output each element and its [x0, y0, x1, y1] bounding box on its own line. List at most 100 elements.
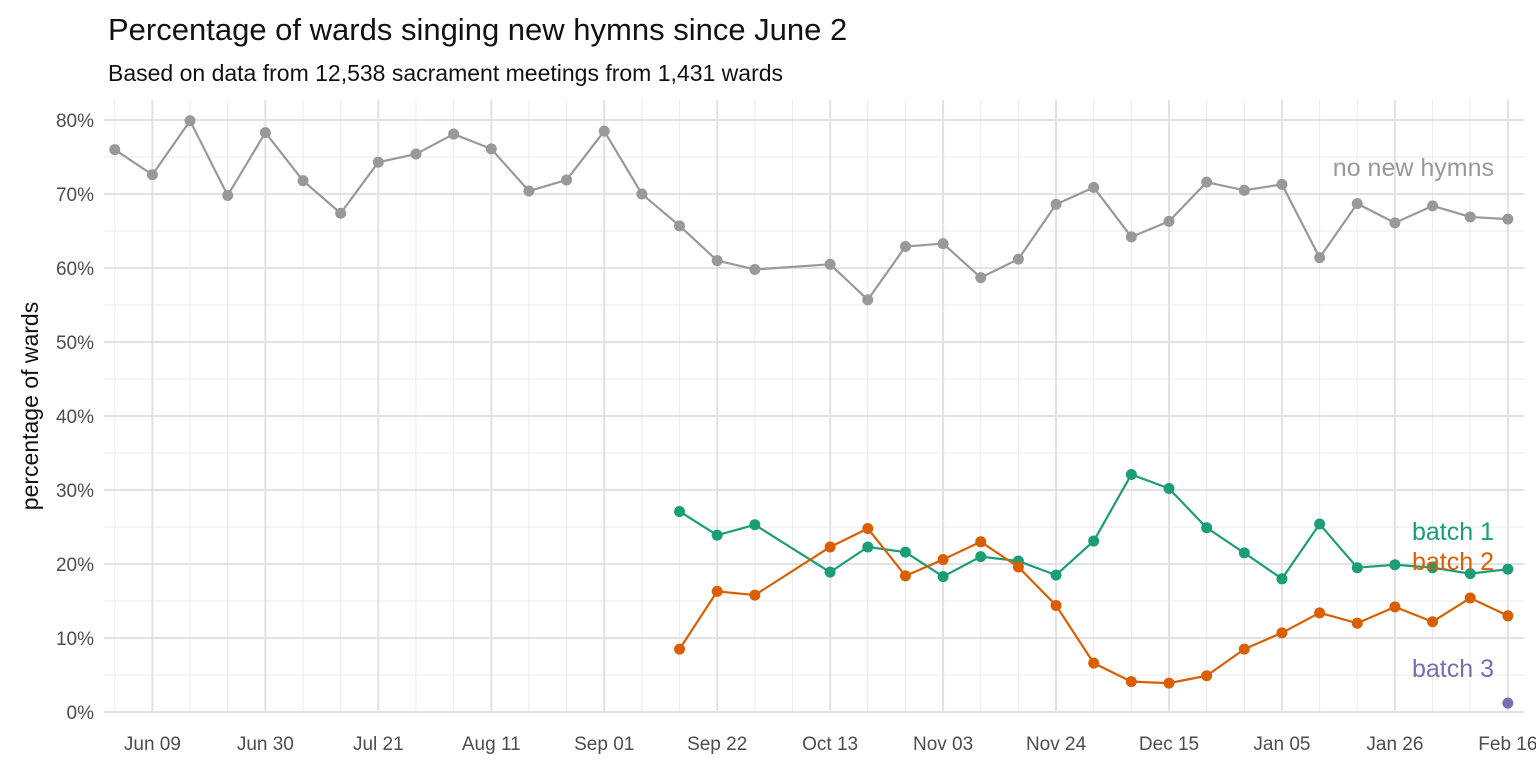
data-point [1276, 627, 1288, 639]
data-point [1201, 670, 1213, 682]
data-point [1314, 607, 1326, 619]
data-point [1464, 592, 1476, 604]
data-point [1276, 178, 1288, 190]
data-point [297, 175, 309, 187]
y-tick-label: 20% [56, 555, 94, 576]
x-tick-label: Jan 26 [1366, 734, 1423, 755]
y-tick-label: 60% [56, 259, 94, 280]
data-point [1238, 547, 1250, 559]
data-point [862, 541, 874, 553]
data-point [1050, 198, 1062, 210]
data-point [824, 566, 836, 578]
data-point [146, 169, 158, 181]
data-point [862, 294, 874, 306]
data-point [1201, 176, 1213, 188]
data-point [1351, 617, 1363, 629]
data-point [410, 148, 422, 160]
data-point [824, 258, 836, 270]
x-tick-label: Oct 13 [802, 734, 858, 755]
data-point [1125, 676, 1137, 688]
data-point [1502, 610, 1514, 622]
data-point [1163, 483, 1175, 495]
series-line-batch-1 [678, 473, 1508, 580]
data-point [824, 541, 836, 553]
y-tick-label: 40% [56, 407, 94, 428]
data-point [937, 571, 949, 583]
data-point [1389, 601, 1401, 613]
data-point [711, 585, 723, 597]
x-tick-label: Jun 30 [237, 734, 294, 755]
data-point [1427, 562, 1439, 574]
data-point [674, 220, 686, 232]
data-point [1163, 215, 1175, 227]
data-point [749, 589, 761, 601]
data-point [937, 238, 949, 250]
data-point [1314, 518, 1326, 530]
series-label: batch 3 [1412, 655, 1494, 683]
data-point [1389, 559, 1401, 571]
data-point [674, 643, 686, 655]
data-point [1088, 657, 1100, 669]
data-point [335, 207, 347, 219]
y-tick-label: 30% [56, 481, 94, 502]
series-line-batch-2 [678, 527, 1509, 685]
data-point [1351, 198, 1363, 210]
x-tick-label: Dec 15 [1139, 734, 1199, 755]
y-tick-label: 10% [56, 629, 94, 650]
data-point [937, 554, 949, 566]
data-point [1238, 643, 1250, 655]
data-point [1088, 181, 1100, 193]
x-tick-label: Jun 09 [124, 734, 181, 755]
series-label: batch 1 [1412, 518, 1494, 546]
data-point [1012, 253, 1024, 265]
y-tick-label: 70% [56, 185, 94, 206]
data-point [598, 125, 610, 137]
data-point [259, 127, 271, 139]
data-point [372, 156, 384, 168]
y-axis-label: percentage of wards [17, 302, 43, 510]
data-point [1427, 616, 1439, 628]
data-point [1125, 468, 1137, 480]
y-tick-label: 80% [56, 111, 94, 132]
data-point [749, 263, 761, 275]
chart-title: Percentage of wards singing new hymns si… [108, 12, 848, 47]
data-point [1125, 231, 1137, 243]
data-point [1163, 677, 1175, 689]
series-label: no new hymns [1333, 154, 1494, 182]
y-tick-label: 50% [56, 333, 94, 354]
data-point [1012, 561, 1024, 573]
data-point [1351, 562, 1363, 574]
data-point [975, 551, 987, 563]
data-point [1238, 184, 1250, 196]
data-point [711, 529, 723, 541]
y-tick-label: 0% [67, 703, 95, 724]
data-point [1389, 217, 1401, 229]
data-point [1314, 252, 1326, 264]
data-point [975, 536, 987, 548]
data-point [222, 189, 234, 201]
data-point [1502, 697, 1514, 709]
x-tick-label: Jul 21 [353, 734, 404, 755]
data-point [899, 241, 911, 253]
data-point [1088, 535, 1100, 547]
data-point [1464, 211, 1476, 223]
data-point [1427, 200, 1439, 212]
data-point [1502, 563, 1514, 575]
x-tick-label: Nov 24 [1026, 734, 1087, 755]
x-tick-label: Nov 03 [913, 734, 973, 755]
data-point [184, 115, 196, 127]
data-point [975, 272, 987, 284]
data-point [1201, 522, 1213, 534]
data-point [1050, 599, 1062, 611]
data-point [1502, 213, 1514, 225]
series-line-no-new-hymns [114, 119, 1508, 301]
data-point [1464, 568, 1476, 580]
data-point [448, 128, 460, 140]
data-point [1276, 573, 1288, 585]
data-point [109, 144, 121, 156]
x-tick-label: Sep 01 [574, 734, 634, 755]
data-point [711, 255, 723, 267]
data-point [899, 546, 911, 558]
data-point [523, 185, 535, 197]
